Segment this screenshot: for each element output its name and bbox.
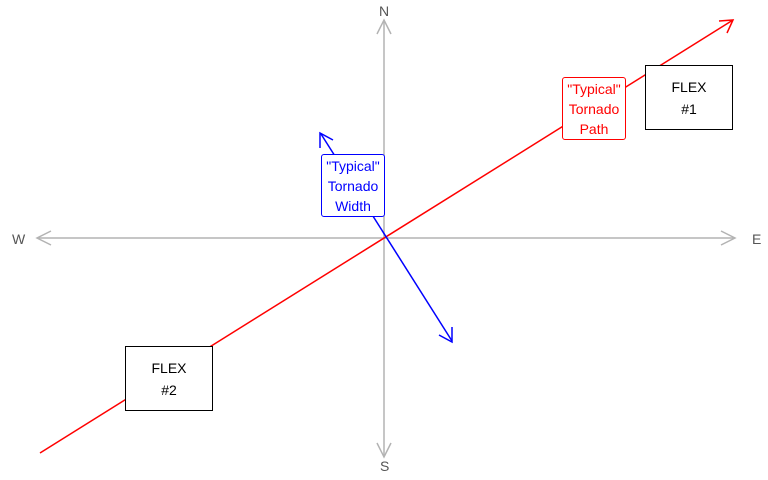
south-label: S	[380, 458, 390, 474]
tornado-width-arrowhead-top	[319, 131, 334, 148]
west-label: W	[12, 231, 26, 247]
tornado-path-label-line2: Tornado	[568, 100, 620, 117]
tornado-width-label-line1: "Typical"	[326, 157, 380, 174]
north-label: N	[379, 3, 390, 19]
tornado-path-label: "Typical" Tornado Path	[562, 77, 626, 140]
flex-2-box: FLEX #2	[125, 346, 213, 411]
tornado-width-label-line3: Width	[335, 197, 371, 214]
flex-2-label-line1: FLEX	[151, 359, 187, 376]
flex-2-label-line2: #2	[161, 381, 177, 398]
flex-1-label-line2: #1	[681, 100, 697, 117]
east-label: E	[752, 231, 762, 247]
tornado-path-arrowhead	[718, 19, 735, 34]
south-arrowhead	[376, 442, 392, 459]
tornado-path-label-line3: Path	[579, 120, 609, 137]
flex-1-label-line1: FLEX	[671, 78, 707, 95]
flex-1-box: FLEX #1	[645, 65, 733, 130]
tornado-path-label-line1: "Typical"	[567, 80, 621, 97]
north-arrowhead	[376, 18, 392, 35]
east-arrowhead	[720, 230, 737, 246]
tornado-width-label-line2: Tornado	[327, 177, 379, 194]
west-arrowhead	[35, 230, 52, 246]
tornado-width-label: "Typical" Tornado Width	[321, 154, 385, 217]
tornado-width-arrowhead-bottom	[438, 327, 453, 344]
